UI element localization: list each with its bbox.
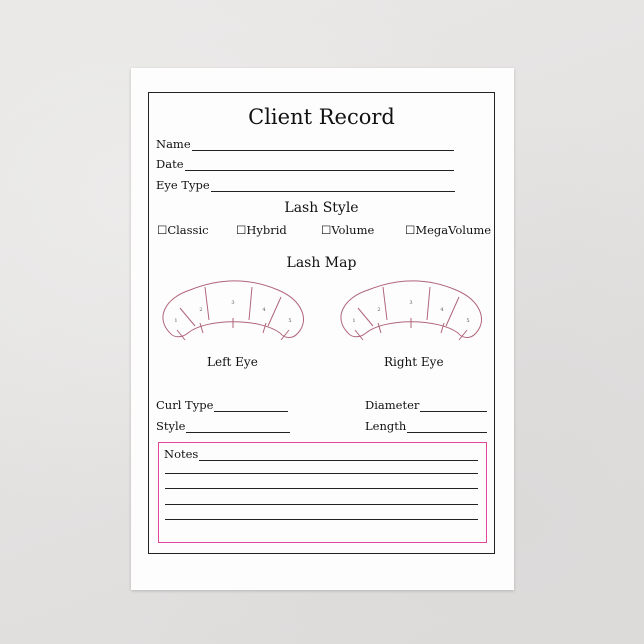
notes-box[interactable]: Notes — [158, 442, 487, 543]
right-eye-map: 1 2 3 4 5 — [340, 280, 482, 341]
lash-tick — [280, 329, 290, 341]
date-field[interactable]: Date — [156, 157, 454, 171]
style-label: Style — [156, 419, 186, 433]
curl-type-field[interactable]: Curl Type — [156, 398, 288, 412]
diameter-label: Diameter — [365, 398, 420, 412]
length-field[interactable]: Length — [365, 419, 487, 433]
zone-number: 4 — [440, 307, 443, 313]
name-line — [191, 140, 454, 151]
style-field[interactable]: Style — [156, 419, 290, 433]
lash-tick — [458, 329, 468, 341]
checkbox-classic[interactable]: ☐Classic — [157, 223, 209, 237]
zone-divider — [179, 307, 196, 327]
zone-divider — [248, 286, 253, 321]
checkbox-label: Classic — [167, 223, 209, 237]
eye-type-field[interactable]: Eye Type — [156, 178, 455, 192]
lash-tick — [440, 322, 445, 334]
left-eye-map: 1 2 3 4 5 — [162, 280, 304, 341]
name-field[interactable]: Name — [156, 137, 454, 151]
name-label: Name — [156, 137, 191, 151]
checkbox-label: MegaVolume — [415, 223, 492, 237]
lash-style-heading: Lash Style — [284, 200, 359, 216]
diameter-field[interactable]: Diameter — [365, 398, 487, 412]
lash-tick — [199, 322, 204, 334]
notes-line — [199, 450, 478, 461]
client-record-card: Client Record Name Date Eye Type Lash St… — [131, 68, 514, 590]
curl-type-line — [214, 401, 288, 412]
lash-tick — [262, 322, 267, 334]
zone-divider — [357, 307, 374, 327]
zone-number: 2 — [377, 307, 380, 313]
lash-tick — [176, 329, 186, 341]
right-eye-label: Right Eye — [384, 355, 444, 369]
notes-line — [165, 519, 478, 520]
zone-number: 1 — [352, 318, 355, 324]
zone-number: 5 — [288, 318, 291, 324]
curl-type-label: Curl Type — [156, 398, 214, 412]
eye-type-line — [210, 181, 455, 192]
lash-tick — [354, 329, 364, 341]
zone-number: 1 — [174, 318, 177, 324]
zone-number: 4 — [262, 307, 265, 313]
lash-tick — [377, 322, 382, 334]
date-label: Date — [156, 157, 184, 171]
lash-map-diagram: 1 2 3 4 5 1 2 3 4 5 — [162, 280, 482, 341]
notes-line — [165, 504, 478, 505]
zone-number: 3 — [231, 300, 234, 306]
eye-outline — [162, 280, 304, 338]
eye-outline — [340, 280, 482, 338]
zone-divider — [204, 286, 210, 321]
notes-line — [165, 488, 478, 489]
checkbox-label: Volume — [331, 223, 375, 237]
page-title: Client Record — [248, 105, 395, 129]
zone-number: 3 — [409, 300, 412, 306]
form-frame: Client Record Name Date Eye Type Lash St… — [148, 92, 495, 554]
diameter-line — [420, 401, 487, 412]
checkbox-volume[interactable]: ☐Volume — [321, 223, 375, 237]
lash-map-heading: Lash Map — [286, 255, 357, 271]
length-line — [407, 422, 487, 433]
checkbox-label: Hybrid — [246, 223, 287, 237]
notes-field[interactable]: Notes — [164, 447, 478, 461]
left-eye-label: Left Eye — [207, 355, 258, 369]
checkbox-megavolume[interactable]: ☐MegaVolume — [405, 223, 492, 237]
notes-label: Notes — [164, 447, 199, 461]
zone-divider — [267, 296, 282, 327]
eye-type-label: Eye Type — [156, 178, 210, 192]
length-label: Length — [365, 419, 407, 433]
checkbox-hybrid[interactable]: ☐Hybrid — [236, 223, 287, 237]
zone-divider — [426, 286, 431, 321]
notes-line — [165, 473, 478, 474]
zone-divider — [382, 286, 388, 321]
zone-number: 2 — [199, 307, 202, 313]
date-line — [184, 160, 454, 171]
style-line — [186, 422, 290, 433]
zone-number: 5 — [466, 318, 469, 324]
zone-divider — [445, 296, 460, 327]
